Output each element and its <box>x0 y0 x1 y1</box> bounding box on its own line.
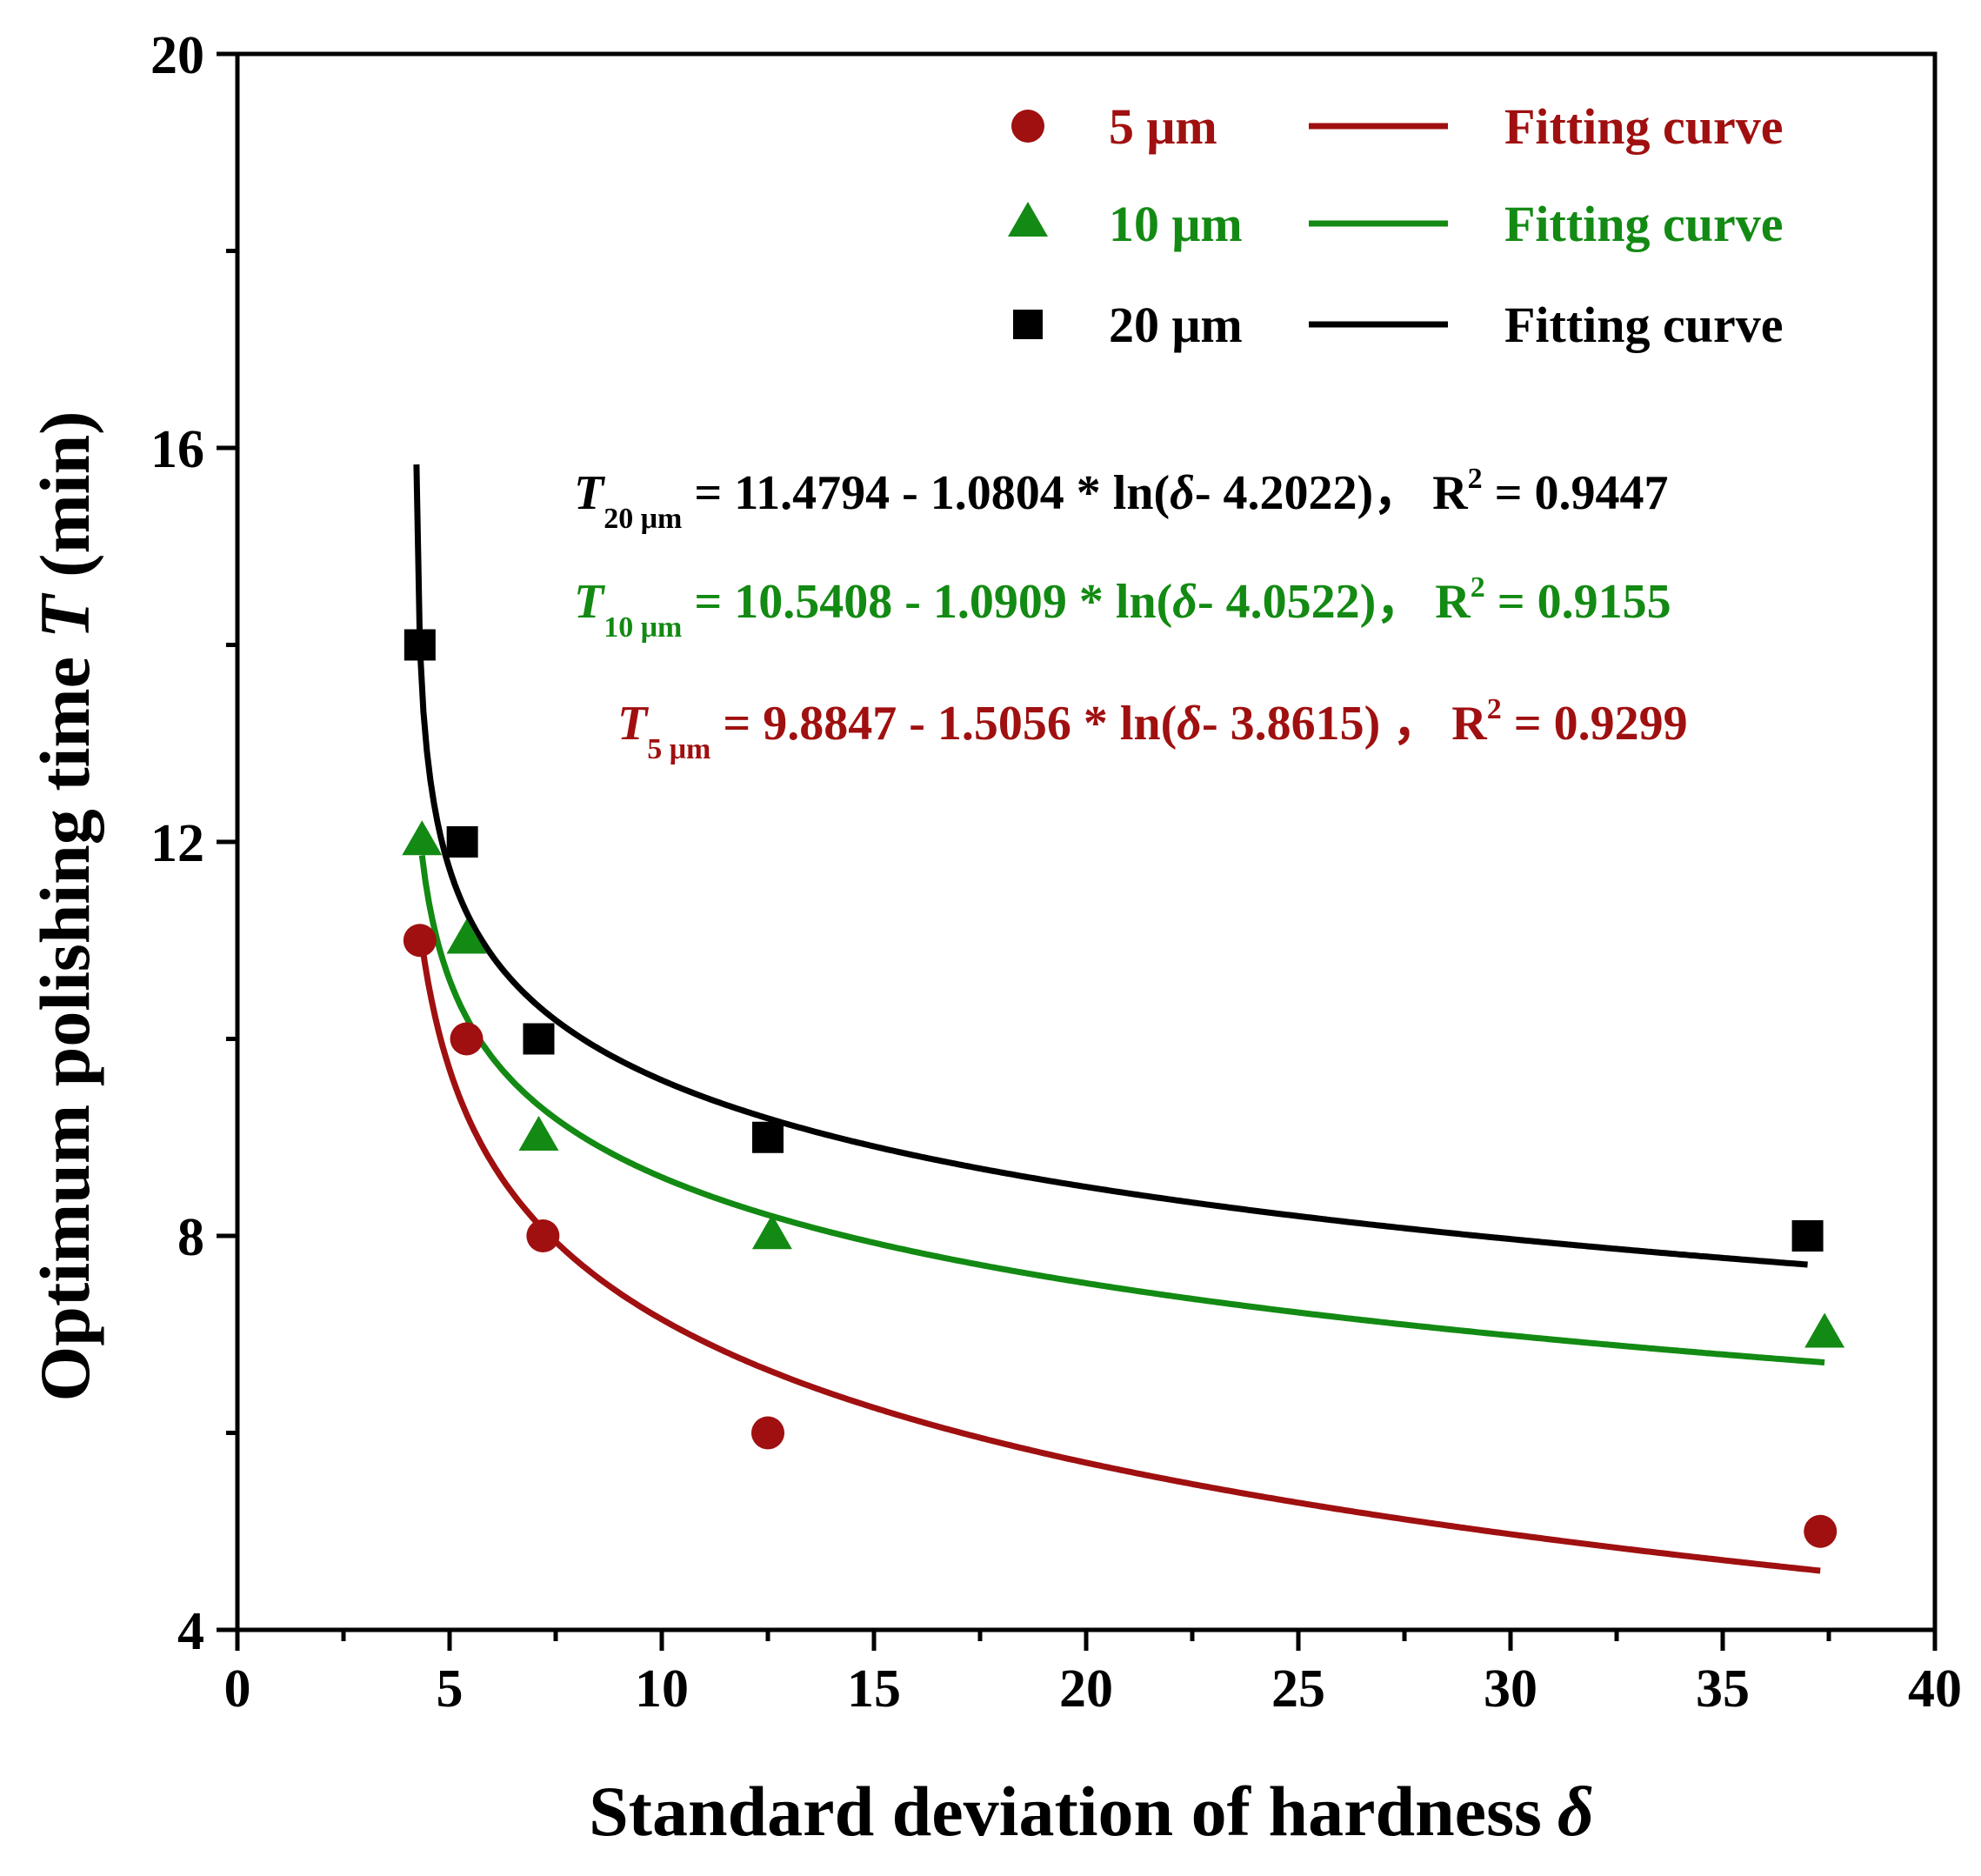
equation-r2-value: = 0.9447 <box>1483 466 1669 520</box>
legend-fit-label: Fitting curve <box>1504 98 1784 155</box>
equation-rhs: = 10.5408 - 1.0909 * ln( <box>682 575 1172 629</box>
x-axis-title: Standard deviation of hardness δ <box>589 1772 1594 1851</box>
point-circle <box>1804 1514 1838 1548</box>
x-axis-title-text: Standard deviation of hardness <box>589 1772 1542 1851</box>
legend-label: 10 μm <box>1109 196 1243 252</box>
plot-border <box>235 51 1938 1632</box>
point-square <box>446 826 478 858</box>
point-circle <box>751 1416 784 1450</box>
fitting-curve-10m <box>418 855 1825 1365</box>
legend-label: 20 μm <box>1109 297 1243 353</box>
equation-subscript: 10 μm <box>604 611 682 644</box>
equation-r2-sup: 2 <box>1468 463 1483 495</box>
y-tick-label: 4 <box>177 1602 204 1661</box>
x-tick-label: 40 <box>1908 1659 1962 1719</box>
equation-lhs: T <box>574 466 606 520</box>
x-tick-label: 15 <box>847 1659 901 1719</box>
legend-marker-triangle <box>1008 202 1048 237</box>
equation-tail: - 4.0522)， <box>1197 575 1424 629</box>
equations: T20 μm = 11.4794 - 1.0804 * ln(δ- 4.2022… <box>574 463 1688 765</box>
equation-delta: δ <box>1172 575 1197 629</box>
point-circle <box>450 1022 484 1056</box>
y-axis-title-text: Optimum polishing time <box>25 638 104 1401</box>
point-triangle <box>751 1214 792 1250</box>
point-triangle <box>402 820 443 856</box>
equation-lhs: T <box>617 697 650 751</box>
equation: T20 μm = 11.4794 - 1.0804 * ln(δ- 4.2022… <box>574 463 1669 535</box>
equation-tail: - 4.2022)， <box>1195 466 1422 520</box>
point-triangle <box>518 1115 559 1151</box>
point-triangle <box>1804 1312 1845 1348</box>
point-square <box>1791 1220 1824 1252</box>
equation: T5 μm = 9.8847 - 1.5056 * ln(δ- 3.8615) … <box>617 693 1688 765</box>
legend-marker-circle <box>1011 110 1044 143</box>
equation-lhs: T <box>574 575 606 629</box>
equation-tail: - 3.8615) ， <box>1202 697 1441 751</box>
x-tick-label: 20 <box>1059 1659 1113 1719</box>
x-tick-label: 35 <box>1696 1659 1750 1719</box>
equation-r2-sup: 2 <box>1471 571 1485 604</box>
y-tick-label: 12 <box>150 814 204 873</box>
legend-fit-label: Fitting curve <box>1504 196 1784 252</box>
y-tick-label: 16 <box>150 420 204 479</box>
equation-subscript: 5 μm <box>647 733 710 765</box>
x-axis-title-symbol: δ <box>1557 1772 1594 1851</box>
legend: 5 μm Fitting curve 10 μm Fitting curve 20 μm… <box>1008 98 1784 353</box>
point-square <box>523 1023 555 1055</box>
fitting-curves <box>413 464 1825 1574</box>
equation-r2-value: = 0.9299 <box>1502 697 1688 751</box>
equation-r2-label: R <box>1432 466 1468 520</box>
point-circle <box>403 924 437 958</box>
equation-delta: δ <box>1170 466 1195 520</box>
axis-tick-labels: 0 5 10 15 20 25 30 35 40 4 8 12 16 20 <box>150 26 1962 1719</box>
y-tick-label: 8 <box>177 1208 204 1267</box>
legend-marker-square <box>1013 310 1043 339</box>
equation-r2-label: R <box>1435 575 1471 629</box>
y-tick-label: 20 <box>150 26 204 85</box>
equation-rhs: = 11.4794 - 1.0804 * ln( <box>682 466 1170 520</box>
x-tick-label: 5 <box>437 1659 464 1719</box>
point-triangle <box>446 918 487 954</box>
x-tick-label: 10 <box>635 1659 689 1719</box>
equation: T10 μm = 10.5408 - 1.0909 * ln(δ- 4.0522… <box>574 571 1671 644</box>
equation-rhs: = 9.8847 - 1.5056 * ln( <box>710 697 1177 751</box>
data-points <box>402 629 1845 1548</box>
fitting-curve-20m <box>413 464 1808 1268</box>
x-tick-label: 25 <box>1271 1659 1325 1719</box>
y-axis-title: Optimum polishing time T (min) <box>25 411 104 1402</box>
legend-label: 5 μm <box>1109 98 1217 155</box>
x-tick-label: 0 <box>224 1659 251 1719</box>
equation-subscript: 20 μm <box>604 503 682 535</box>
legend-fit-label: Fitting curve <box>1504 297 1784 353</box>
equation-r2-value: = 0.9155 <box>1485 575 1671 629</box>
point-square <box>752 1121 784 1153</box>
equation-r2-sup: 2 <box>1487 693 1502 725</box>
point-square <box>404 629 436 661</box>
point-circle <box>526 1219 560 1252</box>
axis-ticks <box>217 51 1938 1651</box>
equation-delta: δ <box>1177 697 1202 751</box>
plot-frame <box>235 51 1938 1632</box>
y-axis-title-symbol: T <box>25 592 104 638</box>
equation-r2-label: R <box>1451 697 1487 751</box>
fitting-curve-5m <box>417 937 1821 1574</box>
x-tick-label: 30 <box>1484 1659 1537 1719</box>
y-axis-title-unit: (min) <box>25 411 104 596</box>
